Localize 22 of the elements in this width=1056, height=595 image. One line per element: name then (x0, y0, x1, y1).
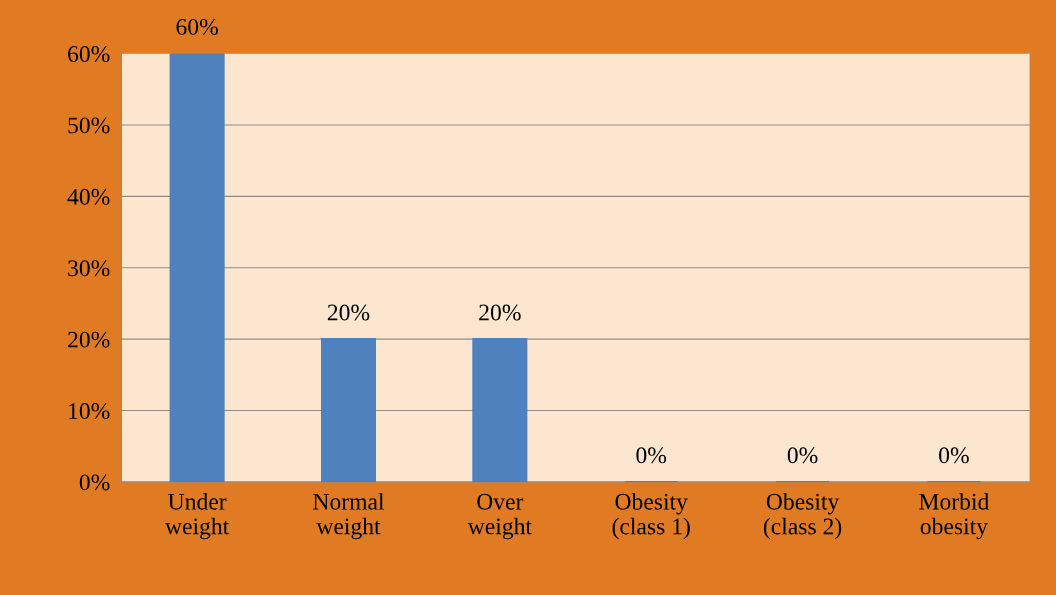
x-tick-label: Obesity (class 1) (612, 493, 690, 540)
data-label: 60% (176, 18, 218, 35)
data-label: 20% (327, 304, 370, 321)
x-tick-label: Over weight (467, 493, 532, 540)
data-label: 0% (939, 447, 969, 464)
x-tick-label: Under weight (165, 493, 230, 540)
x-tick-label: Normal weight (313, 493, 385, 540)
y-tick-label: 50% (68, 117, 110, 134)
y-tick-label: 0% (79, 474, 110, 491)
bar (472, 338, 528, 482)
data-label: 20% (479, 304, 521, 321)
bar (320, 338, 377, 482)
y-tick-label: 60% (68, 46, 110, 63)
bar (169, 53, 225, 482)
y-tick-label: 10% (69, 403, 110, 420)
data-label: 0% (787, 447, 818, 464)
x-tick-label: Obesity (class 2) (763, 493, 842, 540)
y-tick-label: 30% (68, 260, 110, 277)
y-tick-label: 20% (68, 331, 110, 348)
y-tick-label: 40% (67, 188, 110, 205)
data-label: 0% (636, 447, 667, 464)
x-tick-label: Morbid obesity (919, 493, 990, 540)
